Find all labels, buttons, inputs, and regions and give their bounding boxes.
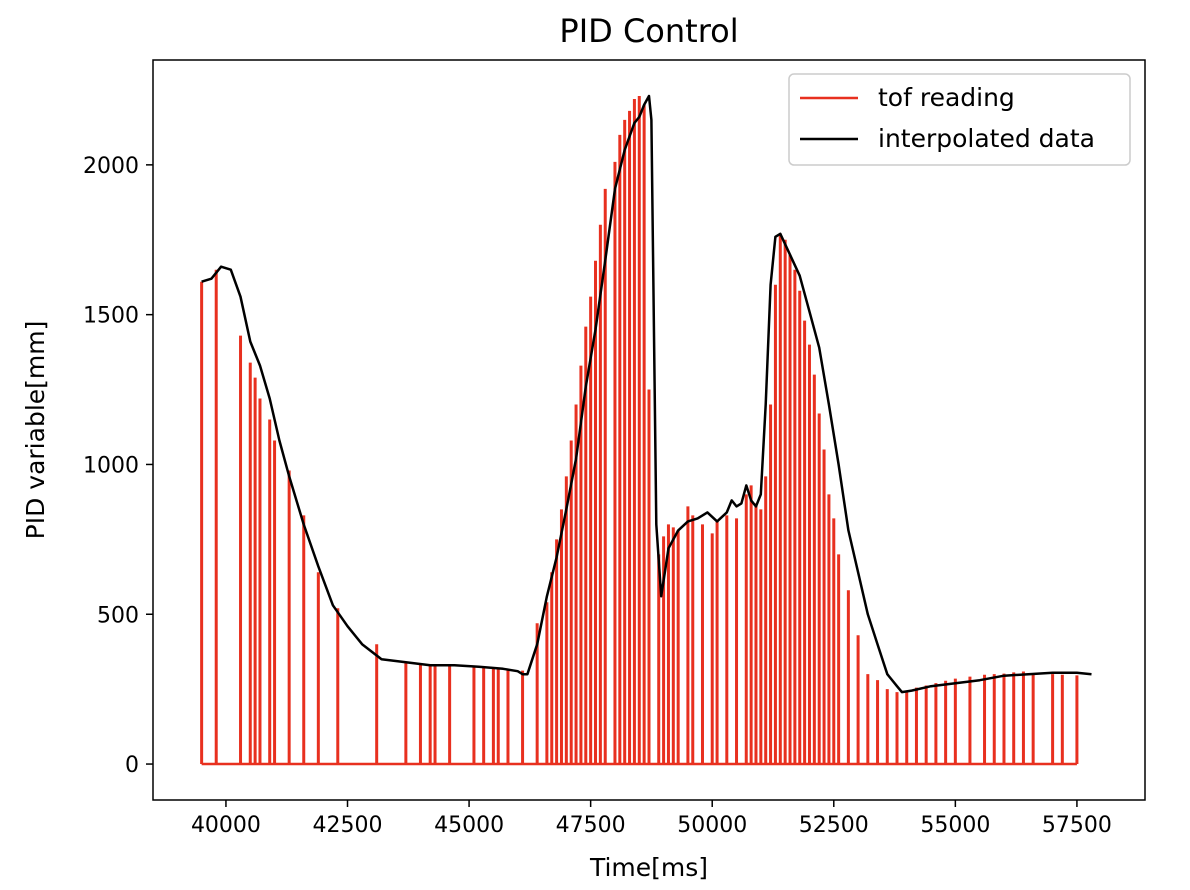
x-tick-label: 42500	[313, 813, 383, 838]
x-tick-label: 47500	[556, 813, 626, 838]
y-tick-label: 500	[97, 603, 139, 628]
y-tick-label: 0	[125, 753, 139, 778]
legend-label-interpolated-data: interpolated data	[878, 124, 1095, 153]
interpolated-data-line	[201, 94, 1092, 694]
axes-frame	[152, 59, 1146, 801]
x-tick-label: 50000	[677, 813, 747, 838]
x-tick-label: 52500	[799, 813, 869, 838]
y-tick-label: 2000	[83, 154, 139, 179]
legend: tof reading interpolated data	[788, 73, 1131, 166]
legend-label-tof-reading: tof reading	[878, 83, 1015, 112]
plot-area	[152, 59, 1146, 801]
y-tick-label: 1000	[83, 453, 139, 478]
x-axis-label: Time[ms]	[589, 853, 708, 882]
interpolated-data-series	[201, 94, 1092, 694]
legend-box	[788, 73, 1131, 166]
y-axis-ticks: 0 500 1000 1500 2000	[83, 154, 153, 778]
x-axis-ticks: 40000 42500 45000 47500 50000 52500 55000 57500	[191, 800, 1112, 838]
x-tick-label: 57500	[1042, 813, 1112, 838]
chart-title: PID Control	[559, 12, 738, 50]
y-tick-label: 1500	[83, 304, 139, 329]
x-tick-label: 40000	[191, 813, 261, 838]
y-axis-label: PID variable[mm]	[21, 321, 50, 540]
x-tick-label: 55000	[920, 813, 990, 838]
x-tick-label: 45000	[434, 813, 504, 838]
